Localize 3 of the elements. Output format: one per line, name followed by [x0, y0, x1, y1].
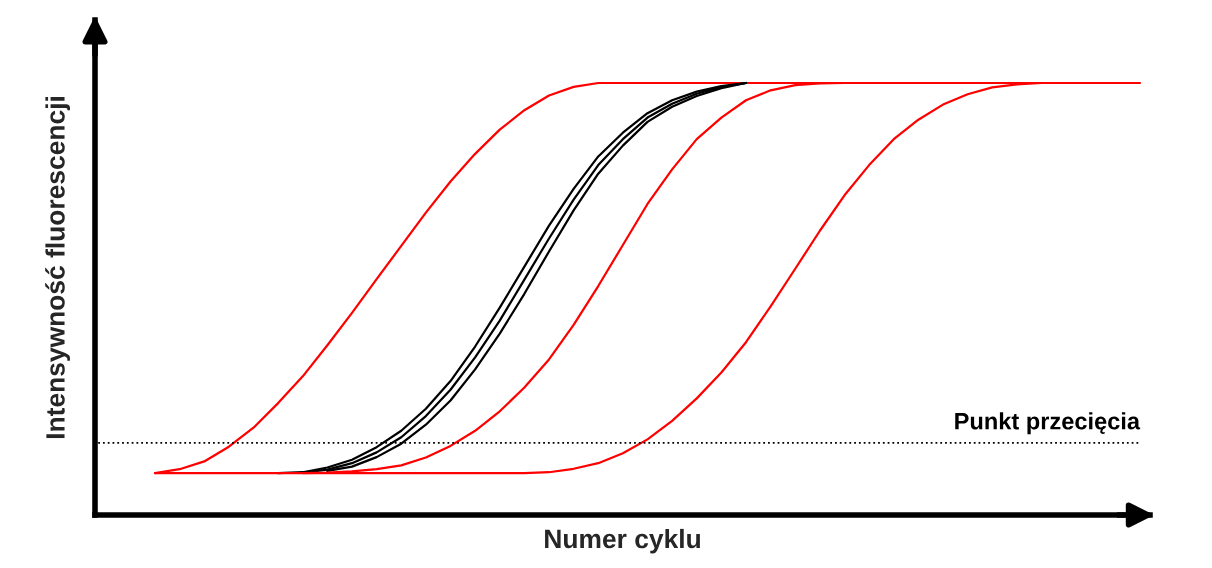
ref-line-label: Punkt przecięcia: [955, 412, 1141, 435]
y-axis-title: Intensywność fluorescencji: [45, 97, 70, 439]
x-axis-title: Numer cyklu: [545, 528, 700, 554]
